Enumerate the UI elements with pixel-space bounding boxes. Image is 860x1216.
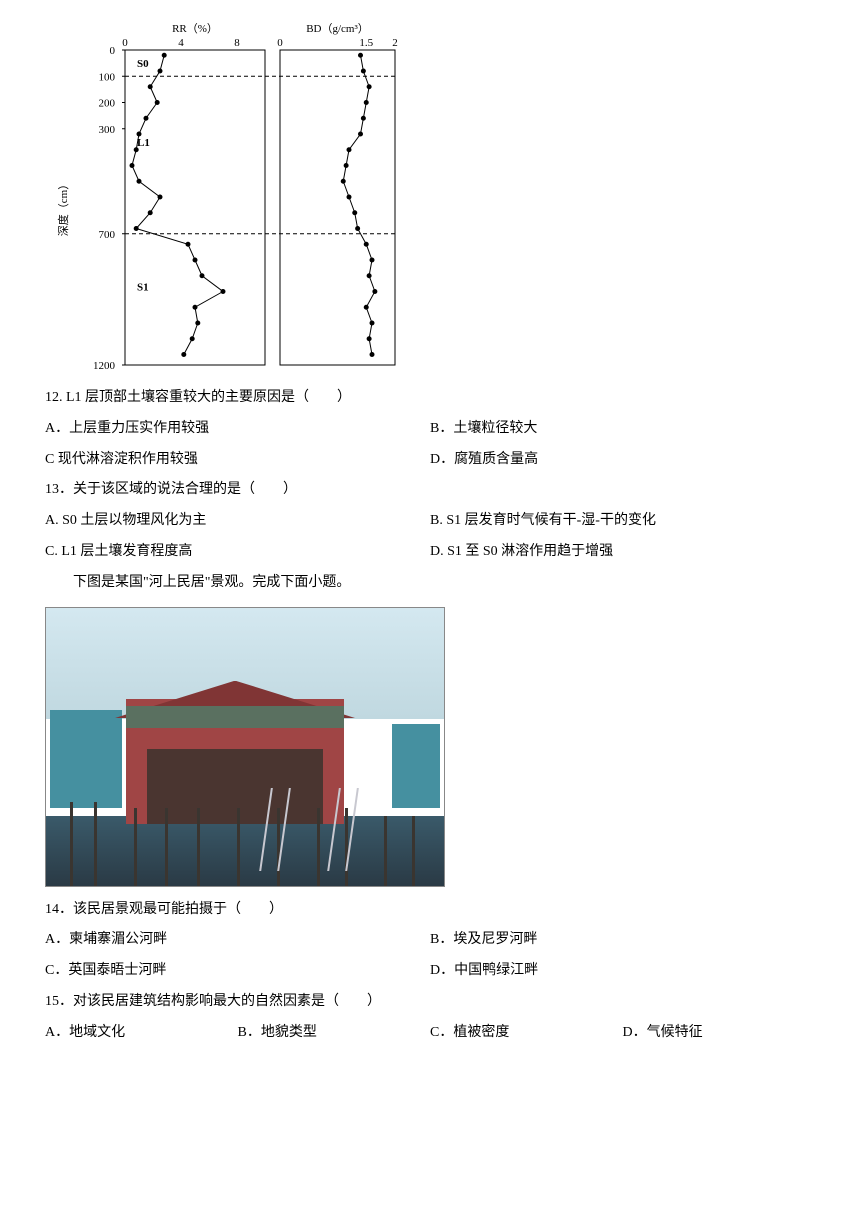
q15-option-b: B．地貌类型 (238, 1018, 431, 1049)
svg-text:8: 8 (234, 37, 240, 49)
q14-option-c: C．英国泰晤士河畔 (45, 956, 430, 987)
intro-text-2: 下图是某国"河上民居"景观。完成下面小题。 (45, 568, 815, 599)
q12-option-a: A．上层重力压实作用较强 (45, 414, 430, 445)
svg-text:RR（%）: RR（%） (172, 22, 218, 35)
q14-option-d: D．中国鸭绿江畔 (430, 956, 815, 987)
svg-text:0: 0 (277, 37, 283, 49)
svg-text:4: 4 (178, 37, 184, 49)
svg-text:L1: L1 (137, 137, 150, 149)
svg-text:S1: S1 (137, 281, 149, 293)
q13-option-c: C. L1 层土壤发育程度高 (45, 537, 430, 568)
river-house-photo (45, 607, 445, 887)
q13-option-b: B. S1 层发育时气候有干-湿-干的变化 (430, 506, 815, 537)
svg-text:0: 0 (122, 37, 128, 49)
q14-text: 14．该民居景观最可能拍摄于（ ） (45, 895, 815, 926)
q15-option-a: A．地域文化 (45, 1018, 238, 1049)
svg-text:200: 200 (99, 98, 116, 110)
q13-text: 13．关于该区域的说法合理的是（ ） (45, 475, 815, 506)
q13-option-d: D. S1 至 S0 淋溶作用趋于增强 (430, 537, 815, 568)
q14-option-a: A．柬埔寨湄公河畔 (45, 925, 430, 956)
svg-text:2: 2 (392, 37, 398, 49)
q12-option-c: C 现代淋溶淀积作用较强 (45, 445, 430, 476)
svg-text:0: 0 (110, 45, 116, 57)
svg-text:BD（g/cm³）: BD（g/cm³） (306, 22, 369, 35)
q12-option-b: B．土壤粒径较大 (430, 414, 815, 445)
svg-text:100: 100 (99, 71, 116, 83)
q12-text: 12. L1 层顶部土壤容重较大的主要原因是（ ） (45, 383, 815, 414)
svg-text:1.5: 1.5 (359, 37, 373, 49)
q15-text: 15．对该民居建筑结构影响最大的自然因素是（ ） (45, 987, 815, 1018)
q14-option-b: B．埃及尼罗河畔 (430, 925, 815, 956)
q15-option-d: D．气候特征 (623, 1018, 816, 1049)
soil-profile-chart: 深度（cm） 0 100 200 300 700 1200 RR（%） BD（g/cm³） 0 4 8… (55, 20, 415, 375)
svg-text:S0: S0 (137, 58, 149, 70)
svg-text:深度（cm）: 深度（cm） (56, 179, 70, 236)
q12-option-d: D．腐殖质含量高 (430, 445, 815, 476)
svg-text:700: 700 (99, 229, 116, 241)
svg-text:300: 300 (99, 124, 116, 136)
q15-option-c: C．植被密度 (430, 1018, 623, 1049)
svg-text:1200: 1200 (93, 360, 116, 372)
q13-option-a: A. S0 土层以物理风化为主 (45, 506, 430, 537)
